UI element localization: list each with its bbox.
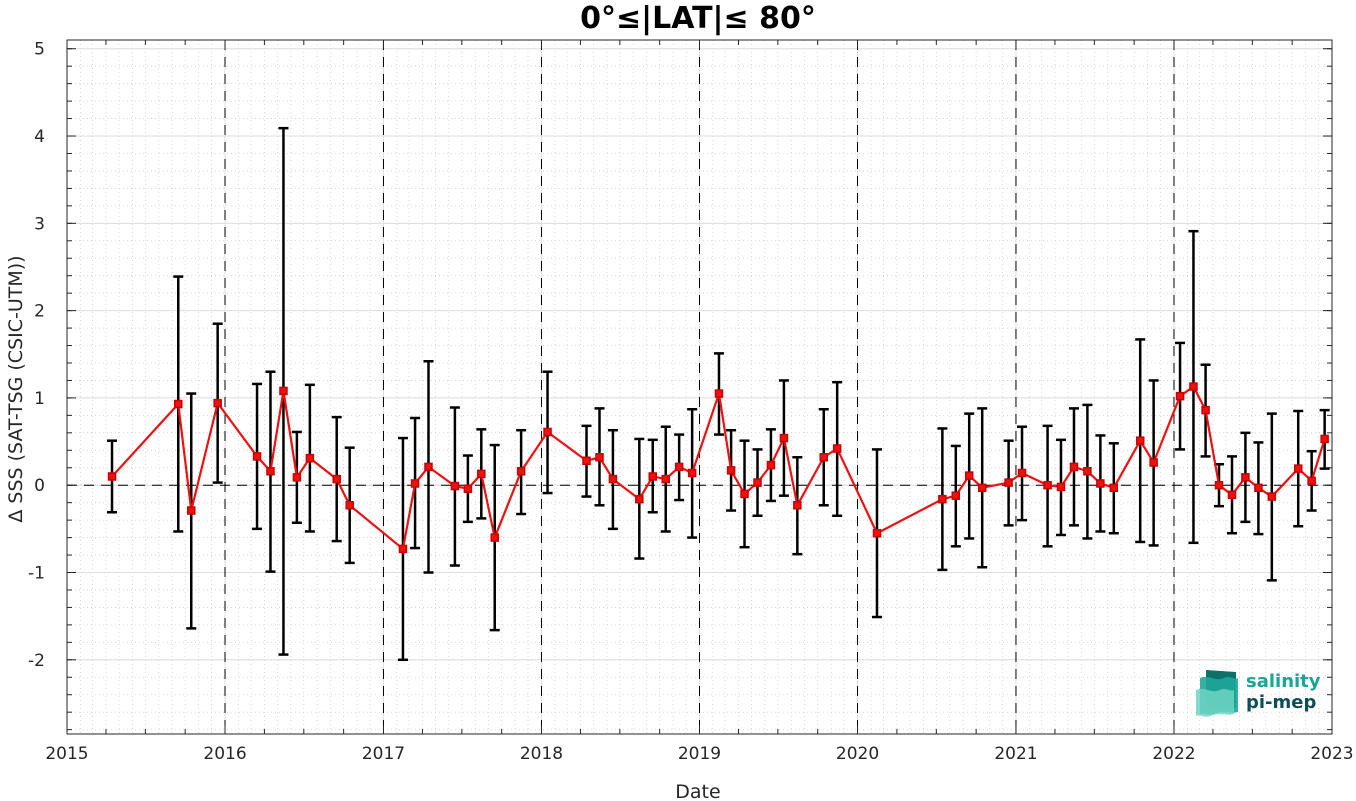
data-point-marker: [477, 469, 486, 479]
data-point-marker: [410, 479, 420, 488]
data-point-marker: [543, 427, 552, 437]
wave-logo-icon: [1196, 670, 1238, 717]
data-point-marker: [252, 452, 262, 461]
y-tick-label: 3: [34, 214, 45, 234]
x-tick-label: 2020: [836, 744, 879, 764]
data-point-marker: [687, 468, 697, 478]
salinity-pi-mep-logo: salinity pi-mep: [1196, 670, 1321, 717]
y-tick-label: 2: [34, 302, 45, 322]
data-point-marker: [279, 386, 288, 396]
data-point-marker: [1254, 483, 1263, 493]
axis-ticks: [66, 40, 1333, 734]
x-tick-label: 2017: [362, 744, 405, 764]
data-point-marker: [1043, 480, 1052, 490]
data-point-marker: [872, 528, 882, 538]
data-point-marker: [186, 506, 196, 515]
data-point-marker: [1175, 391, 1185, 401]
data-point-marker: [1135, 436, 1145, 445]
data-point-marker: [582, 456, 591, 466]
data-point-marker: [1109, 483, 1119, 493]
data-point-marker: [1320, 434, 1329, 444]
chart-title: 0°≤|LAT|≤ 80°: [580, 1, 816, 36]
data-point-marker: [1214, 480, 1224, 490]
data-point-marker: [463, 484, 473, 493]
data-point-marker: [1083, 466, 1092, 476]
data-point-marker: [266, 466, 275, 476]
data-point-marker: [977, 483, 987, 493]
data-series: [107, 382, 1329, 554]
x-tick-label: 2016: [203, 744, 246, 764]
logo-line2: pi-mep: [1246, 692, 1316, 713]
y-tick-labels: 5 4 3 2 1 0 -1 -2: [28, 40, 45, 671]
data-point-marker: [450, 481, 460, 491]
data-point-marker: [951, 491, 961, 500]
data-point-marker: [424, 462, 433, 472]
data-point-marker: [174, 399, 183, 409]
data-point-marker: [345, 501, 354, 510]
data-point-marker: [516, 466, 526, 476]
data-point-marker: [726, 466, 736, 475]
y-tick-label: -2: [28, 651, 45, 671]
y-tick-label: 4: [34, 127, 45, 147]
x-tick-label: 2015: [45, 744, 88, 764]
data-point-marker: [595, 453, 604, 462]
data-point-marker: [779, 433, 789, 443]
data-point-marker: [661, 474, 670, 484]
y-tick-label: 5: [34, 40, 45, 60]
data-point-marker: [1017, 468, 1027, 478]
data-point-marker: [332, 474, 341, 484]
data-point-marker: [938, 494, 947, 504]
data-point-marker: [635, 494, 644, 504]
x-tick-label: 2018: [520, 744, 563, 764]
x-tick-label: 2022: [1152, 744, 1195, 764]
data-point-marker: [1096, 479, 1105, 488]
data-point-marker: [608, 474, 618, 484]
data-point-marker: [793, 501, 802, 510]
data-point-marker: [832, 444, 842, 453]
data-point-marker: [964, 471, 974, 480]
x-tick-label: 2023: [1310, 744, 1353, 764]
y-tick-label: 1: [34, 389, 45, 409]
data-point-marker: [714, 389, 724, 398]
data-point-marker: [1293, 464, 1303, 473]
data-point-marker: [1069, 462, 1079, 472]
y-tick-label: -1: [28, 564, 45, 584]
data-point-marker: [1227, 490, 1237, 500]
year-separators: [224, 40, 1175, 734]
data-point-marker: [648, 472, 657, 481]
data-point-marker: [292, 473, 302, 482]
data-point-marker: [1267, 492, 1277, 501]
data-point-marker: [1241, 473, 1250, 482]
data-point-marker: [398, 544, 408, 554]
x-tick-label: 2019: [678, 744, 721, 764]
data-point-marker: [213, 398, 222, 408]
data-point-marker: [740, 489, 749, 499]
x-tick-label: 2021: [994, 744, 1037, 764]
y-axis-label: Δ SSS (SAT-TSG (CSIC-UTM)): [5, 255, 27, 522]
data-point-marker: [1201, 405, 1210, 415]
data-point-marker: [107, 472, 117, 481]
data-point-marker: [490, 533, 499, 542]
data-point-marker: [1307, 476, 1316, 486]
data-point-marker: [819, 453, 828, 462]
x-axis-label: Date: [675, 781, 720, 801]
x-tick-labels: 2015 2016 2017 2018 2019 2020 2021 2022 2023: [45, 744, 1353, 764]
data-point-marker: [1189, 382, 1198, 391]
data-point-marker: [305, 453, 315, 463]
data-point-marker: [1149, 458, 1158, 467]
data-point-marker: [1004, 478, 1013, 487]
data-point-marker: [766, 460, 776, 470]
data-point-marker: [674, 462, 684, 472]
data-point-marker: [1056, 482, 1066, 492]
logo-line1: salinity: [1246, 671, 1321, 692]
data-point-marker: [753, 478, 762, 487]
y-tick-label: 0: [34, 476, 45, 496]
